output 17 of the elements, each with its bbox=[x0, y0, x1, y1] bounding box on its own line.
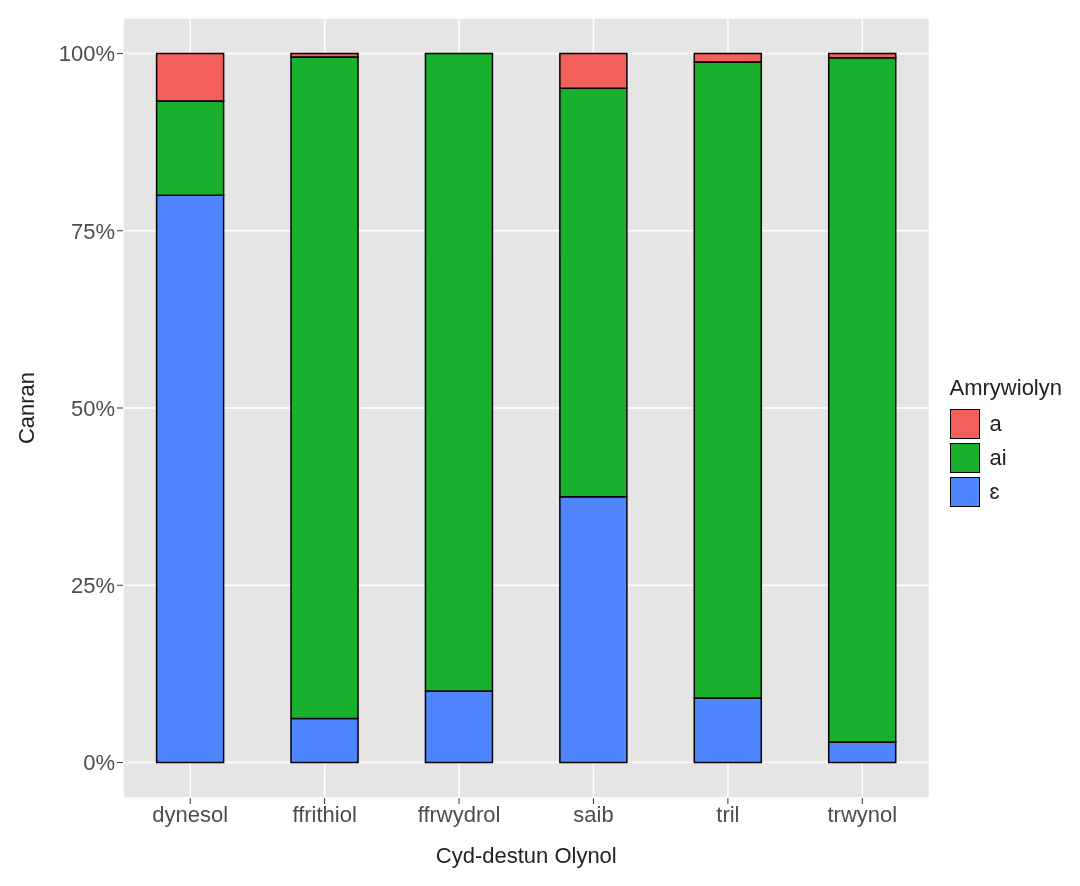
x-tick-label: ffrithiol bbox=[292, 801, 357, 827]
y-tick-label: 100% bbox=[58, 41, 115, 67]
legend-title: Amrywiolyn bbox=[949, 375, 1062, 401]
legend-label: a bbox=[989, 411, 1002, 437]
y-tick-label: 75% bbox=[70, 218, 115, 244]
x-tick-label: dynesol bbox=[152, 801, 229, 827]
x-axis-title: Cyd-destun Olynol bbox=[435, 843, 617, 868]
y-tick-label: 0% bbox=[83, 750, 115, 776]
y-tick-label: 25% bbox=[70, 573, 115, 599]
legend-label: ɛ bbox=[989, 479, 1000, 505]
x-tick-label: ffrwydrol bbox=[417, 801, 501, 827]
x-tick-label: saib bbox=[573, 801, 614, 827]
y-axis-title: Canran bbox=[13, 371, 39, 445]
x-tick-label: trwynol bbox=[827, 801, 898, 827]
y-tick-label: 50% bbox=[70, 395, 115, 421]
x-tick-label: tril bbox=[716, 801, 740, 827]
legend-label: ai bbox=[989, 445, 1007, 471]
